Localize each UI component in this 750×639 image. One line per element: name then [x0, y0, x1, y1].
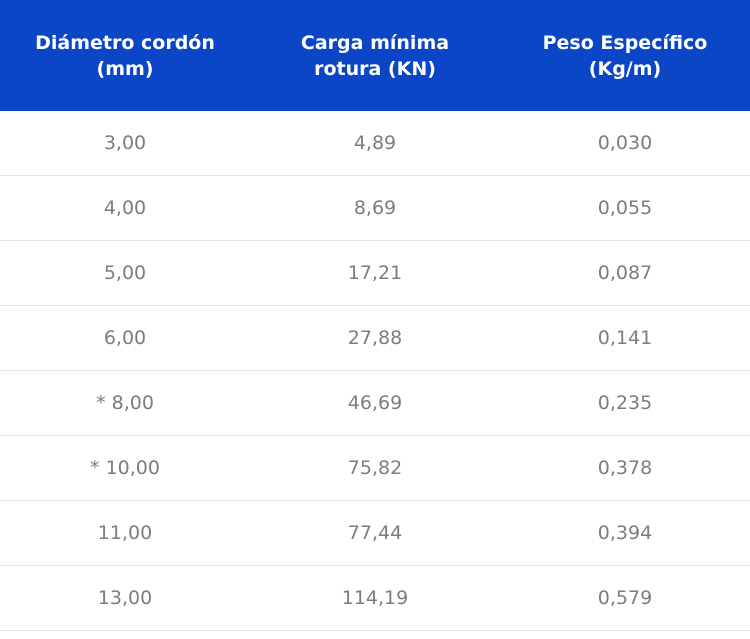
- specific-weight-cell: 0,141: [500, 305, 750, 371]
- diameter-cell: 3,00: [0, 111, 250, 176]
- breaking-load-cell: 27,88: [250, 305, 500, 371]
- table-header: Diámetro cordón (mm) Carga mínima rotura…: [0, 0, 750, 111]
- breaking-load-cell: 17,21: [250, 240, 500, 306]
- column-header-line: (Kg/m): [588, 57, 662, 80]
- table-row: * 10,00 75,82 0,378: [0, 435, 750, 501]
- table-row: 4,00 8,69 0,055: [0, 175, 750, 241]
- column-header-line: Carga mínima: [300, 31, 450, 54]
- specific-weight-cell: 0,579: [500, 565, 750, 631]
- diameter-cell: 13,00: [0, 565, 250, 631]
- column-header-diameter: Diámetro cordón (mm): [0, 0, 250, 111]
- specific-weight-cell: 0,394: [500, 500, 750, 566]
- column-header-line: Diámetro cordón: [35, 31, 215, 54]
- specific-weight-cell: 0,055: [500, 175, 750, 241]
- diameter-cell: 5,00: [0, 240, 250, 306]
- table-row: * 8,00 46,69 0,235: [0, 370, 750, 436]
- breaking-load-cell: 77,44: [250, 500, 500, 566]
- breaking-load-cell: 46,69: [250, 370, 500, 436]
- specific-weight-cell: 0,030: [500, 111, 750, 176]
- table-row: 11,00 77,44 0,394: [0, 500, 750, 566]
- column-header-line: (mm): [96, 57, 154, 80]
- header-row: Diámetro cordón (mm) Carga mínima rotura…: [0, 0, 750, 111]
- diameter-cell: 11,00: [0, 500, 250, 566]
- column-header-specific-weight: Peso Específico (Kg/m): [500, 0, 750, 111]
- table-row: 13,00 114,19 0,579: [0, 565, 750, 631]
- breaking-load-cell: 114,19: [250, 565, 500, 631]
- table-body: 3,00 4,89 0,030 4,00 8,69 0,055 5,00 17,…: [0, 111, 750, 631]
- table-row: 5,00 17,21 0,087: [0, 240, 750, 306]
- breaking-load-cell: 8,69: [250, 175, 500, 241]
- column-header-line: rotura (KN): [314, 57, 436, 80]
- column-header-line: Peso Específico: [542, 31, 708, 54]
- specific-weight-cell: 0,087: [500, 240, 750, 306]
- diameter-cell: 4,00: [0, 175, 250, 241]
- specific-weight-cell: 0,235: [500, 370, 750, 436]
- breaking-load-cell: 4,89: [250, 111, 500, 176]
- table-row: 3,00 4,89 0,030: [0, 111, 750, 176]
- diameter-cell: * 8,00: [0, 370, 250, 436]
- table-row: 6,00 27,88 0,141: [0, 305, 750, 371]
- specific-weight-cell: 0,378: [500, 435, 750, 501]
- column-header-breaking-load: Carga mínima rotura (KN): [250, 0, 500, 111]
- diameter-cell: 6,00: [0, 305, 250, 371]
- breaking-load-cell: 75,82: [250, 435, 500, 501]
- diameter-cell: * 10,00: [0, 435, 250, 501]
